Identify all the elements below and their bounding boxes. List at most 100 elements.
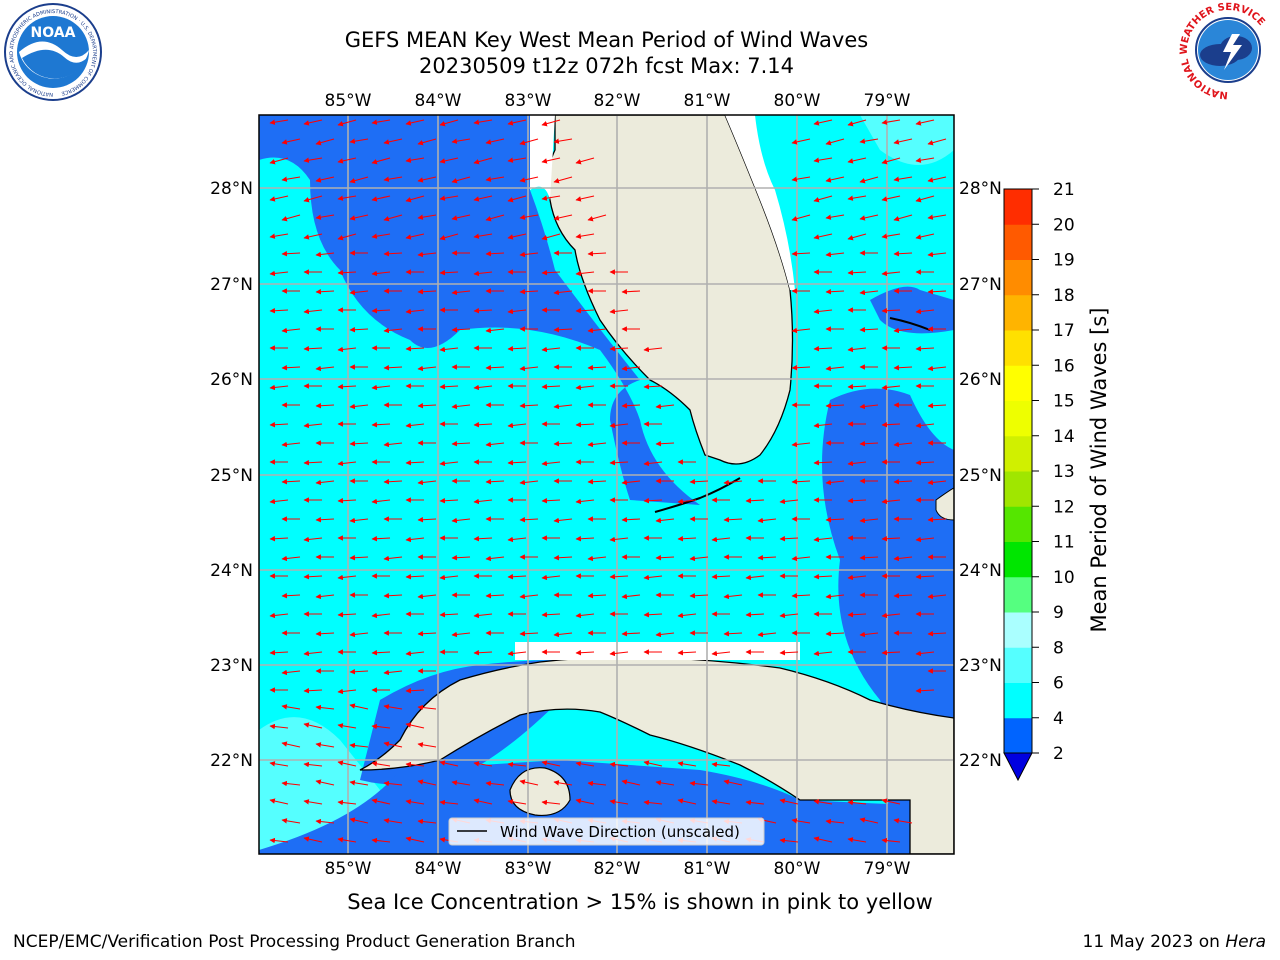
legend-label: Wind Wave Direction (unscaled) — [500, 823, 740, 841]
wave-arrow — [711, 761, 731, 768]
wave-arrow — [439, 574, 459, 581]
wave-arrow — [417, 779, 437, 786]
wave-arrow — [269, 612, 289, 619]
wave-arrow — [417, 365, 437, 372]
wave-arrow — [281, 214, 301, 222]
wave-arrow — [337, 760, 357, 767]
svg-text:NOAA: NOAA — [31, 25, 76, 41]
wave-arrow — [473, 157, 493, 165]
wave-arrow — [813, 836, 833, 843]
blue-zone-bahamas — [870, 286, 954, 334]
wave-arrow — [451, 440, 471, 447]
lon-label-top: 79°W — [864, 91, 911, 111]
wave-arrow — [541, 195, 561, 201]
wave-arrow — [349, 668, 369, 675]
wave-arrow — [405, 722, 425, 729]
wave-arrow — [281, 780, 301, 787]
wave-arrow — [553, 780, 573, 786]
colorbar-tick-label: 20 — [1053, 215, 1075, 235]
wave-arrow — [711, 536, 731, 543]
wave-arrow — [915, 687, 935, 694]
wave-arrow — [813, 459, 833, 466]
wave-arrow — [575, 761, 595, 767]
lon-label-bottom: 79°W — [864, 859, 911, 879]
wave-arrow — [337, 497, 357, 504]
wave-arrow — [779, 612, 799, 619]
wave-arrow — [439, 760, 459, 767]
wave-arrow — [927, 516, 947, 523]
colorbar-tick-label: 14 — [1053, 427, 1075, 447]
wave-arrow — [779, 798, 799, 805]
wave-arrow — [575, 612, 595, 619]
wave-arrow — [349, 440, 369, 447]
wave-arrow — [383, 555, 403, 562]
lon-label-top: 81°W — [684, 91, 731, 111]
wave-arrow — [417, 516, 437, 523]
wave-arrow — [881, 649, 901, 656]
wave-arrow — [847, 574, 867, 581]
wave-arrow — [553, 440, 573, 447]
wave-arrow — [825, 214, 845, 220]
wave-arrow — [893, 138, 913, 145]
wave-arrow — [417, 630, 437, 637]
wave-arrow — [689, 592, 709, 599]
wave-arrow — [281, 741, 301, 748]
lat-label-right: 23°N — [959, 656, 1002, 676]
wave-arrow — [485, 176, 505, 182]
colorbar-segment — [1004, 330, 1032, 366]
wave-arrow — [575, 195, 595, 202]
wave-arrow — [507, 650, 527, 657]
wave-arrow — [303, 573, 323, 580]
colorbar-tick-label: 10 — [1053, 568, 1075, 588]
wave-arrow — [927, 479, 947, 486]
wave-arrow — [473, 535, 493, 542]
wave-arrow — [621, 288, 641, 295]
wave-arrow — [349, 517, 369, 524]
wave-arrow — [859, 138, 879, 144]
wave-arrow — [371, 307, 391, 314]
wave-arrow — [859, 817, 879, 824]
wave-arrow — [915, 536, 935, 543]
wave-arrow — [269, 498, 289, 505]
wave-arrow — [303, 233, 323, 240]
wave-arrow — [881, 612, 901, 619]
wave-arrow — [915, 195, 935, 203]
wave-arrow — [575, 535, 595, 542]
wave-arrow — [405, 345, 425, 352]
wave-arrow — [881, 307, 901, 314]
wave-arrow — [439, 611, 459, 618]
wave-arrow — [813, 799, 833, 805]
wave-arrow — [473, 798, 493, 805]
wave-arrow — [927, 251, 947, 258]
wave-arrow — [609, 536, 629, 543]
wave-arrow — [451, 517, 471, 524]
wave-arrow — [847, 497, 867, 504]
wind-wave-arrows — [269, 119, 947, 844]
coast-mask-keys-cuba — [515, 642, 800, 660]
wave-arrow — [643, 383, 663, 390]
wave-arrow — [847, 157, 867, 164]
wave-arrow — [587, 214, 607, 222]
wave-arrow — [881, 270, 901, 277]
wave-arrow — [417, 251, 437, 258]
wave-arrow — [575, 270, 595, 277]
wave-arrow — [507, 536, 527, 543]
wave-arrow — [847, 611, 867, 618]
lat-label-right: 26°N — [959, 370, 1002, 390]
wave-arrow — [507, 761, 527, 768]
wave-arrow — [371, 421, 391, 428]
wave-arrow — [337, 346, 357, 353]
wave-arrow — [825, 516, 845, 523]
wave-arrow — [677, 535, 697, 542]
wave-arrow — [315, 742, 335, 748]
wave-arrow — [281, 818, 301, 824]
wave-arrow — [485, 327, 505, 334]
wave-arrow — [303, 459, 323, 466]
lat-label-right: 25°N — [959, 466, 1002, 486]
wave-arrow — [881, 421, 901, 428]
wave-arrow — [417, 288, 437, 295]
wave-arrow — [485, 138, 505, 145]
wave-arrow — [315, 251, 335, 258]
wave-arrow — [893, 555, 913, 562]
